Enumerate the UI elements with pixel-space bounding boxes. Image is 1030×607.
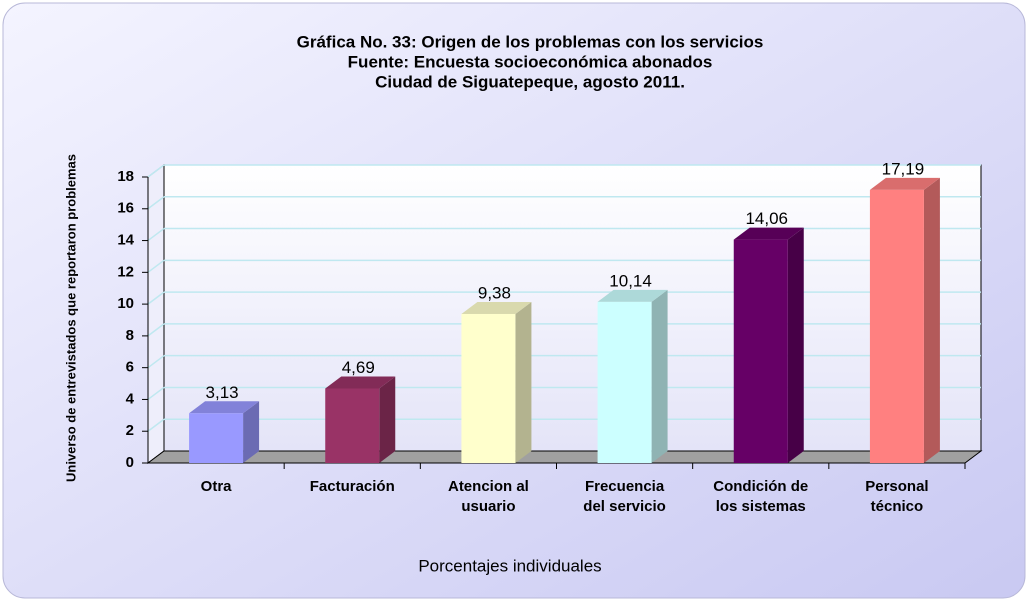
grid-line (147, 164, 165, 178)
bar-side (923, 177, 940, 463)
bar-side (243, 401, 260, 463)
side-wall (147, 164, 165, 464)
bar-top (869, 177, 940, 190)
x-tick-label: Facturación (310, 478, 395, 495)
x-tick-label: Personal (865, 478, 928, 495)
y-tick-label: 8 (126, 327, 134, 344)
x-tick-label: Atencion al (448, 478, 529, 495)
grid-line (147, 196, 165, 210)
bar-top (733, 227, 804, 240)
y-tick-label: 14 (117, 232, 134, 249)
x-axis-label: Porcentajes individuales (418, 556, 601, 575)
data-label: 9,38 (478, 283, 511, 302)
bar-side (379, 376, 396, 463)
y-axis-label: Universo de entrevistados que reportaron… (63, 154, 78, 482)
data-label: 3,13 (206, 383, 239, 402)
bar (461, 313, 516, 463)
bar-top (597, 289, 668, 302)
bar (325, 388, 380, 463)
y-tick-label: 0 (126, 454, 134, 471)
grid-line (147, 418, 165, 432)
data-label: 10,14 (609, 271, 652, 290)
grid-line (147, 386, 165, 401)
bar-top (189, 401, 260, 414)
back-wall (163, 164, 982, 452)
data-label: 4,69 (342, 358, 375, 377)
y-tick-label: 6 (126, 359, 134, 376)
grid-line (147, 259, 165, 273)
floor (146, 450, 983, 464)
y-tick-label: 10 (117, 295, 134, 312)
y-tick-label: 2 (126, 422, 134, 439)
data-label: 14,06 (745, 209, 788, 228)
bar-top (325, 376, 396, 389)
bar (189, 413, 244, 463)
x-tick-label: usuario (461, 498, 515, 515)
x-tick-label: Frecuencia (585, 478, 665, 495)
bar (869, 189, 924, 463)
y-tick-label: 12 (117, 263, 134, 280)
bar (597, 301, 652, 463)
chart-title: Gráfica No. 33: Origen de los problemas … (297, 32, 764, 51)
x-tick-label: técnico (871, 498, 924, 515)
x-tick-label: Condición de (713, 478, 808, 495)
x-tick-label: del servicio (583, 498, 666, 515)
bar-side (787, 227, 804, 463)
bar-side (515, 301, 532, 463)
grid-line (147, 355, 165, 369)
chart-subtitle: Fuente: Encuesta socioeconómica abonados (348, 52, 713, 71)
chart-subtitle: Ciudad de Siguatepeque, agosto 2011. (375, 72, 685, 91)
x-tick-label: los sistemas (716, 498, 806, 515)
bar-side (651, 289, 668, 463)
x-tick-label: Otra (201, 478, 233, 495)
y-tick-label: 4 (126, 390, 135, 407)
bar-top (461, 301, 532, 314)
grid-line (147, 291, 165, 305)
y-tick-label: 16 (117, 200, 134, 217)
grid-line (147, 227, 165, 242)
y-tick-label: 18 (117, 168, 134, 185)
grid-line (147, 323, 165, 337)
bar (733, 239, 788, 463)
data-label: 17,19 (882, 159, 925, 178)
